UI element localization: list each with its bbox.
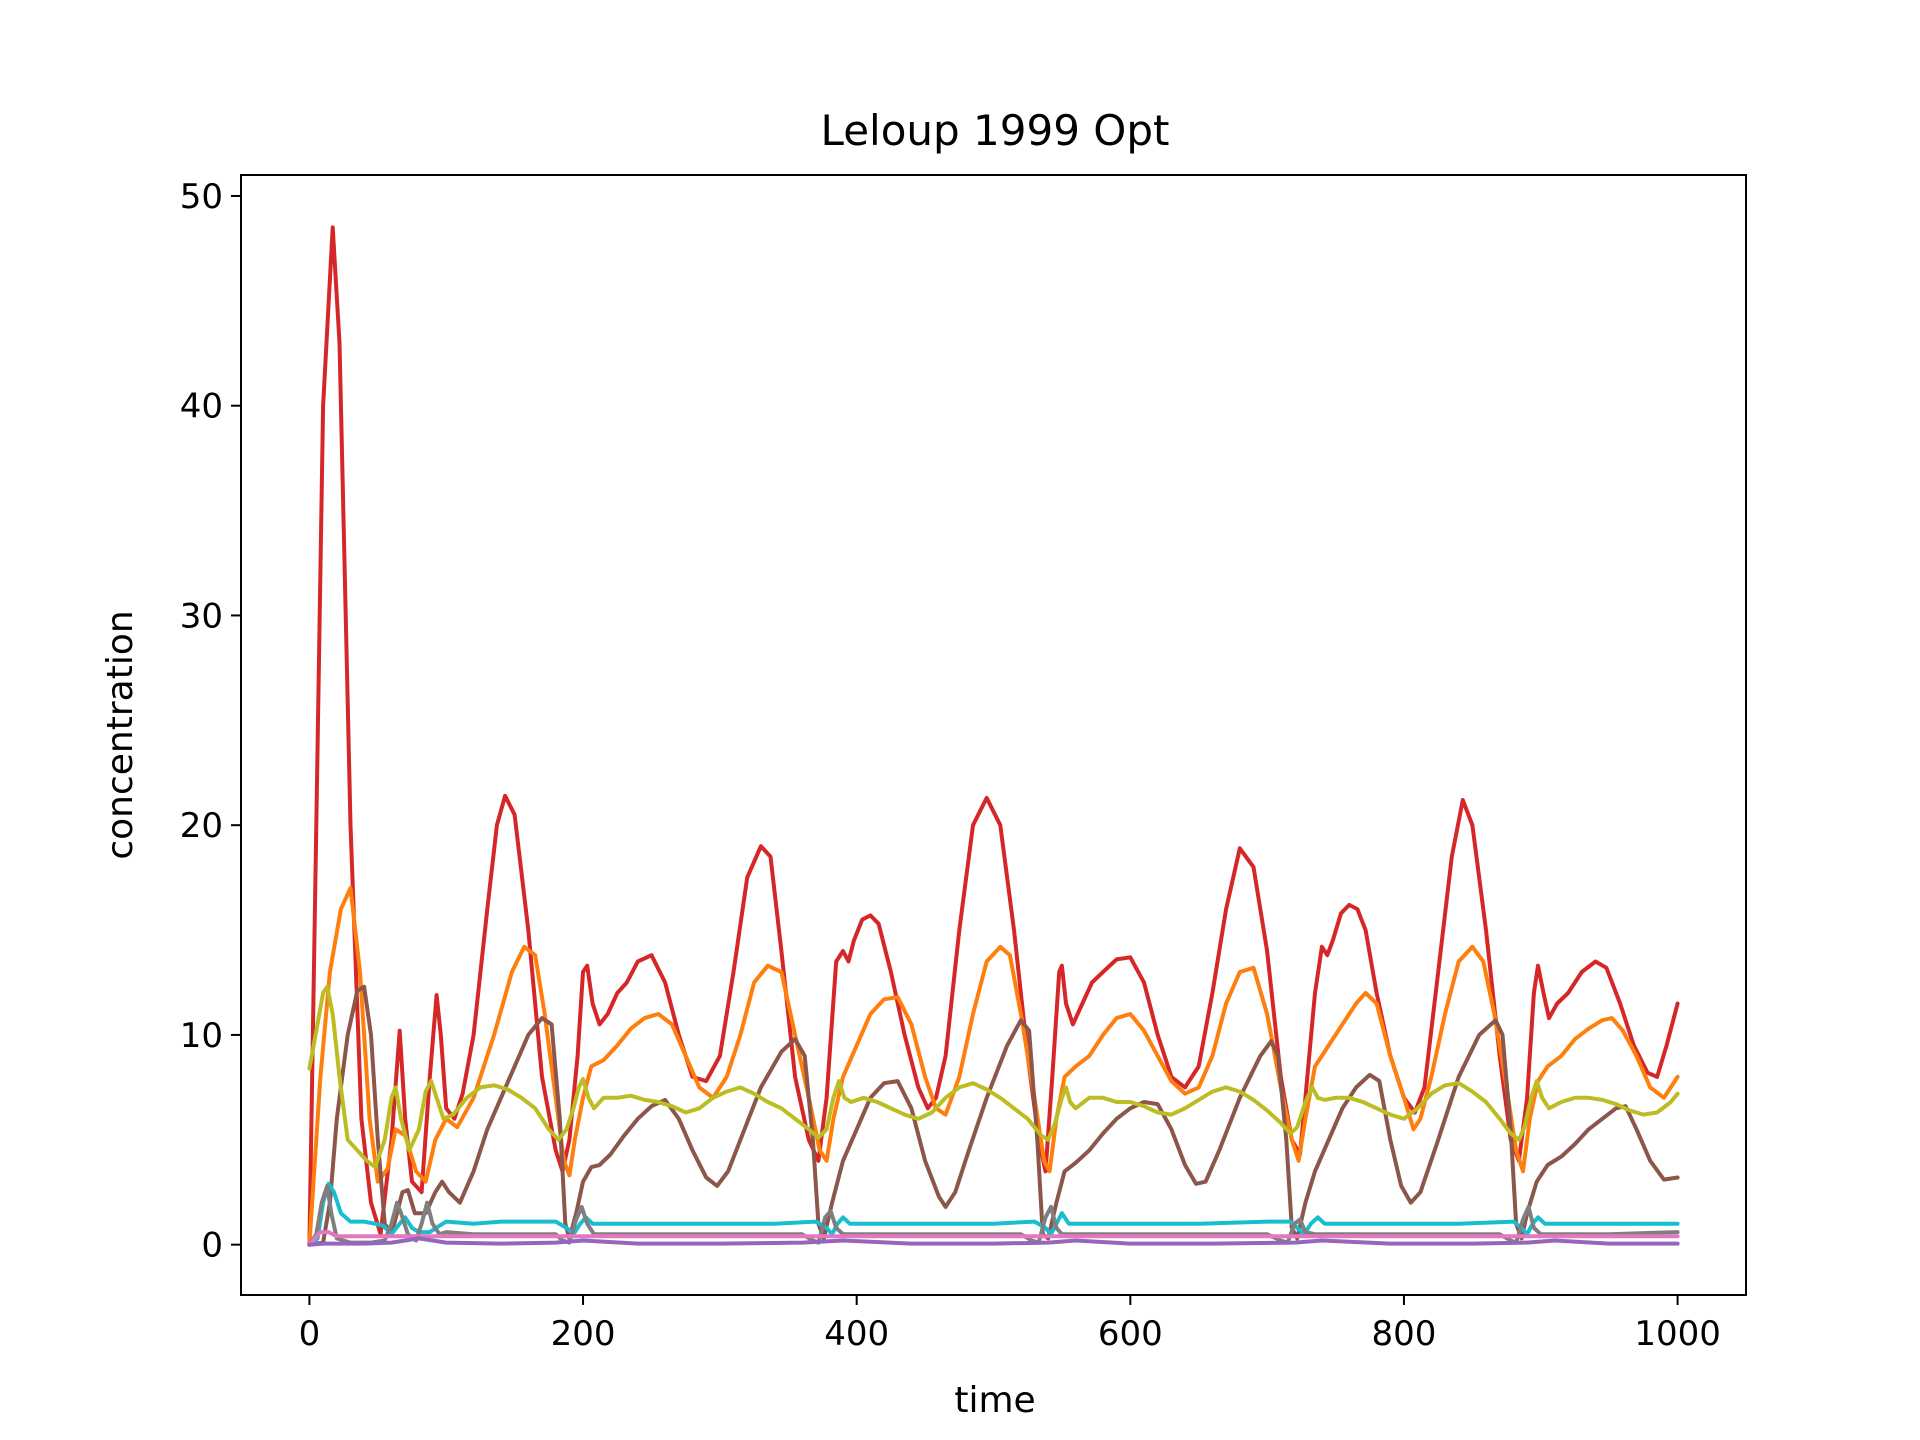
series-line-7 <box>307 1230 1680 1247</box>
y-tick-label: 0 <box>201 1226 223 1266</box>
plot-frame <box>240 174 1747 1296</box>
series-line-8 <box>307 1236 1680 1247</box>
x-tick-label: 1000 <box>1634 1314 1721 1354</box>
y-axis-label: concentration <box>100 610 141 859</box>
y-tick-label: 30 <box>180 596 223 636</box>
x-tick-label: 200 <box>551 1314 616 1354</box>
x-axis-label: time <box>954 1380 1035 1421</box>
series-line-2 <box>307 886 1680 1247</box>
y-tick-label: 20 <box>180 806 223 846</box>
x-tick-label: 0 <box>299 1314 321 1354</box>
y-tick-label: 40 <box>180 387 223 427</box>
x-tick-label: 800 <box>1372 1314 1437 1354</box>
chart-title: Leloup 1999 Opt <box>821 106 1170 155</box>
ticks-layer: 0 200 400 600 800 1000 0 10 20 30 40 50 <box>180 177 1721 1354</box>
series-line-5 <box>307 1181 1680 1247</box>
series-layer <box>307 225 1680 1247</box>
series-line-1 <box>307 225 1680 1247</box>
y-tick-label: 50 <box>180 177 223 217</box>
y-tick-label: 10 <box>180 1016 223 1056</box>
series-line-3 <box>307 984 1680 1247</box>
x-tick-label: 600 <box>1098 1314 1163 1354</box>
series-line-4 <box>307 984 1680 1170</box>
x-tick-label: 400 <box>824 1314 889 1354</box>
